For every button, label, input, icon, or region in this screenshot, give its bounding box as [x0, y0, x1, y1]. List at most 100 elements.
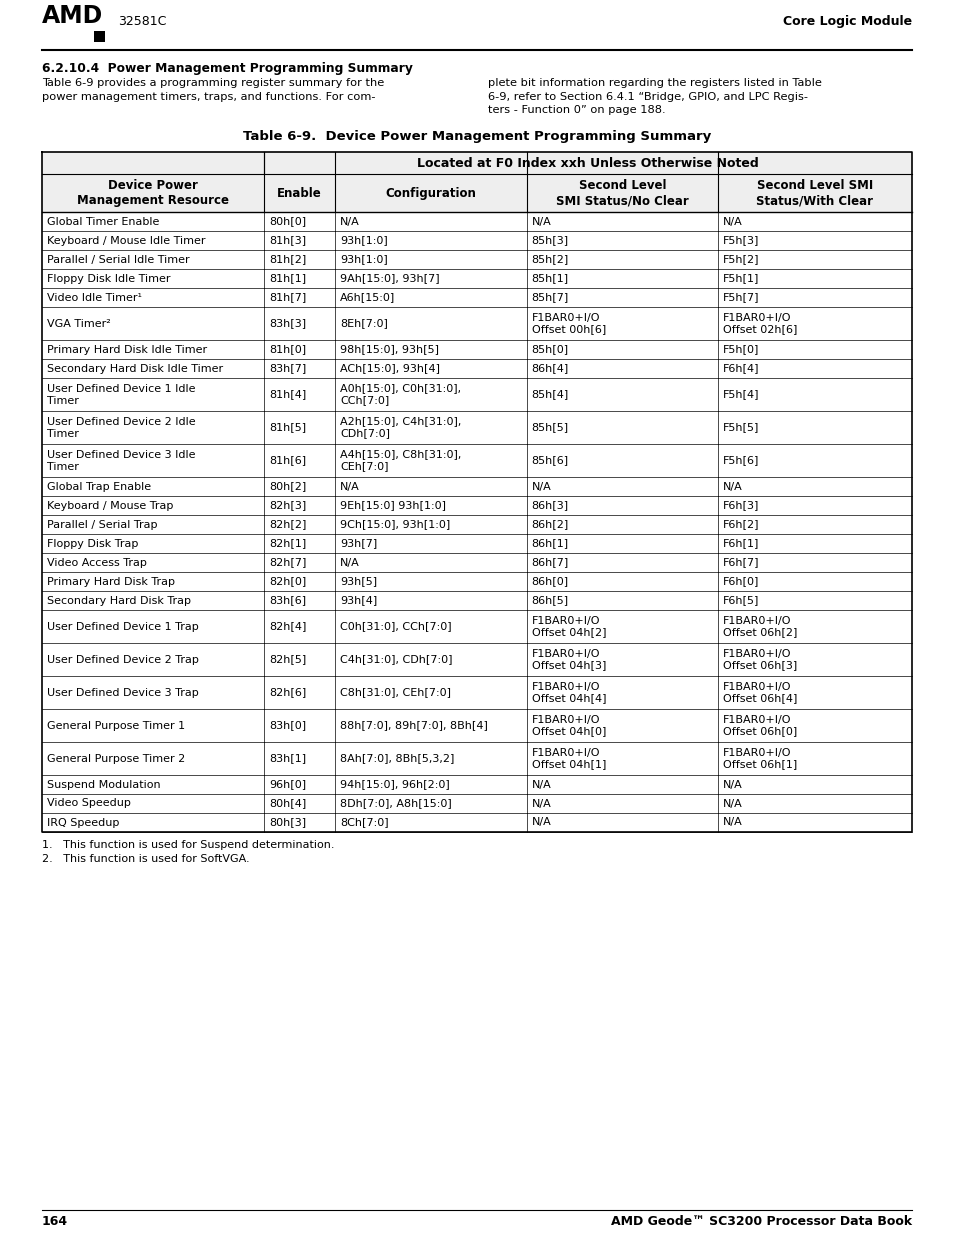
Text: 8Ch[7:0]: 8Ch[7:0] — [340, 818, 389, 827]
Text: Secondary Hard Disk Trap: Secondary Hard Disk Trap — [47, 595, 191, 605]
Text: Global Timer Enable: Global Timer Enable — [47, 216, 159, 226]
Text: 85h[5]: 85h[5] — [531, 422, 568, 432]
Text: F1BAR0+I/O: F1BAR0+I/O — [531, 312, 599, 322]
Text: F1BAR0+I/O: F1BAR0+I/O — [531, 747, 599, 757]
Text: Offset 04h[4]: Offset 04h[4] — [531, 694, 605, 704]
Text: 83h[6]: 83h[6] — [269, 595, 306, 605]
Text: Keyboard / Mouse Idle Timer: Keyboard / Mouse Idle Timer — [47, 236, 205, 246]
Text: Keyboard / Mouse Trap: Keyboard / Mouse Trap — [47, 500, 173, 510]
Text: F1BAR0+I/O: F1BAR0+I/O — [722, 747, 791, 757]
Text: 93h[1:0]: 93h[1:0] — [340, 236, 388, 246]
Text: User Defined Device 1 Idle: User Defined Device 1 Idle — [47, 384, 195, 394]
Text: 6.2.10.4  Power Management Programming Summary: 6.2.10.4 Power Management Programming Su… — [42, 62, 413, 75]
Text: 83h[0]: 83h[0] — [269, 720, 306, 730]
Text: 81h[5]: 81h[5] — [269, 422, 306, 432]
Text: 81h[6]: 81h[6] — [269, 456, 306, 466]
Text: 80h[4]: 80h[4] — [269, 799, 306, 809]
Text: 85h[4]: 85h[4] — [531, 389, 568, 399]
Text: F5h[0]: F5h[0] — [722, 345, 759, 354]
Text: F1BAR0+I/O: F1BAR0+I/O — [722, 682, 791, 692]
Text: C4h[31:0], CDh[7:0]: C4h[31:0], CDh[7:0] — [340, 655, 453, 664]
Text: F1BAR0+I/O: F1BAR0+I/O — [722, 715, 791, 725]
Text: Timer: Timer — [47, 462, 79, 472]
Text: CCh[7:0]: CCh[7:0] — [340, 395, 389, 405]
Text: 2.   This function is used for SoftVGA.: 2. This function is used for SoftVGA. — [42, 853, 250, 864]
Text: F5h[1]: F5h[1] — [722, 273, 759, 284]
Text: Offset 04h[1]: Offset 04h[1] — [531, 760, 605, 769]
Text: 93h[7]: 93h[7] — [340, 538, 377, 548]
Text: 32581C: 32581C — [118, 15, 166, 28]
Text: power management timers, traps, and functions. For com-: power management timers, traps, and func… — [42, 91, 375, 101]
Text: F6h[4]: F6h[4] — [722, 363, 759, 373]
Text: F5h[4]: F5h[4] — [722, 389, 759, 399]
Text: N/A: N/A — [531, 216, 551, 226]
Text: 93h[5]: 93h[5] — [340, 577, 377, 587]
Text: 83h[7]: 83h[7] — [269, 363, 306, 373]
Text: 86h[1]: 86h[1] — [531, 538, 568, 548]
Text: Offset 04h[2]: Offset 04h[2] — [531, 627, 605, 637]
Text: 81h[2]: 81h[2] — [269, 254, 306, 264]
Text: 81h[4]: 81h[4] — [269, 389, 306, 399]
Text: A4h[15:0], C8h[31:0],: A4h[15:0], C8h[31:0], — [340, 450, 461, 459]
Text: CDh[7:0]: CDh[7:0] — [340, 429, 390, 438]
Text: plete bit information regarding the registers listed in Table: plete bit information regarding the regi… — [488, 78, 821, 88]
Text: User Defined Device 3 Idle: User Defined Device 3 Idle — [47, 450, 195, 459]
Text: Enable: Enable — [277, 186, 321, 200]
Text: 85h[2]: 85h[2] — [531, 254, 568, 264]
Text: CEh[7:0]: CEh[7:0] — [340, 462, 388, 472]
Text: General Purpose Timer 1: General Purpose Timer 1 — [47, 720, 185, 730]
Text: F6h[7]: F6h[7] — [722, 557, 759, 568]
Text: 83h[1]: 83h[1] — [269, 753, 306, 763]
Text: N/A: N/A — [722, 216, 742, 226]
Text: Offset 06h[0]: Offset 06h[0] — [722, 726, 797, 736]
Text: AMD Geode™ SC3200 Processor Data Book: AMD Geode™ SC3200 Processor Data Book — [610, 1215, 911, 1228]
Text: A6h[15:0]: A6h[15:0] — [340, 293, 395, 303]
Text: N/A: N/A — [722, 799, 742, 809]
Text: 82h[7]: 82h[7] — [269, 557, 306, 568]
Text: Located at F0 Index xxh Unless Otherwise Noted: Located at F0 Index xxh Unless Otherwise… — [416, 157, 758, 169]
Text: Parallel / Serial Trap: Parallel / Serial Trap — [47, 520, 157, 530]
Text: AMD: AMD — [42, 4, 103, 28]
Text: Parallel / Serial Idle Timer: Parallel / Serial Idle Timer — [47, 254, 190, 264]
Text: Floppy Disk Idle Timer: Floppy Disk Idle Timer — [47, 273, 171, 284]
Text: 82h[0]: 82h[0] — [269, 577, 306, 587]
Text: 85h[7]: 85h[7] — [531, 293, 568, 303]
Text: Offset 04h[0]: Offset 04h[0] — [531, 726, 605, 736]
Text: 85h[6]: 85h[6] — [531, 456, 568, 466]
Bar — [42, 174, 911, 212]
Text: F1BAR0+I/O: F1BAR0+I/O — [722, 648, 791, 658]
Text: 82h[3]: 82h[3] — [269, 500, 306, 510]
Text: Timer: Timer — [47, 429, 79, 438]
Text: 9Eh[15:0] 93h[1:0]: 9Eh[15:0] 93h[1:0] — [340, 500, 446, 510]
Text: F6h[5]: F6h[5] — [722, 595, 759, 605]
Text: 80h[0]: 80h[0] — [269, 216, 306, 226]
Text: Video Idle Timer¹: Video Idle Timer¹ — [47, 293, 142, 303]
Text: 86h[5]: 86h[5] — [531, 595, 568, 605]
Text: 83h[3]: 83h[3] — [269, 319, 306, 329]
Text: 86h[7]: 86h[7] — [531, 557, 568, 568]
Text: Primary Hard Disk Trap: Primary Hard Disk Trap — [47, 577, 174, 587]
Text: Primary Hard Disk Idle Timer: Primary Hard Disk Idle Timer — [47, 345, 207, 354]
Text: Global Trap Enable: Global Trap Enable — [47, 482, 151, 492]
Text: 164: 164 — [42, 1215, 68, 1228]
Text: Offset 06h[4]: Offset 06h[4] — [722, 694, 797, 704]
Text: Offset 00h[6]: Offset 00h[6] — [531, 325, 605, 335]
Text: 80h[2]: 80h[2] — [269, 482, 306, 492]
Text: 86h[4]: 86h[4] — [531, 363, 568, 373]
Text: IRQ Speedup: IRQ Speedup — [47, 818, 119, 827]
Text: Timer: Timer — [47, 395, 79, 405]
Text: 82h[1]: 82h[1] — [269, 538, 306, 548]
Text: 1.   This function is used for Suspend determination.: 1. This function is used for Suspend det… — [42, 840, 335, 850]
Text: F1BAR0+I/O: F1BAR0+I/O — [531, 615, 599, 625]
Text: 80h[3]: 80h[3] — [269, 818, 306, 827]
Text: Suspend Modulation: Suspend Modulation — [47, 779, 160, 789]
Text: F6h[1]: F6h[1] — [722, 538, 759, 548]
Text: N/A: N/A — [340, 482, 359, 492]
Text: 82h[6]: 82h[6] — [269, 688, 306, 698]
Text: F5h[5]: F5h[5] — [722, 422, 759, 432]
Text: Core Logic Module: Core Logic Module — [782, 15, 911, 28]
Text: Second Level SMI
Status/With Clear: Second Level SMI Status/With Clear — [756, 179, 873, 207]
Text: Table 6-9 provides a programming register summary for the: Table 6-9 provides a programming registe… — [42, 78, 384, 88]
Text: F5h[7]: F5h[7] — [722, 293, 759, 303]
Text: 85h[3]: 85h[3] — [531, 236, 568, 246]
